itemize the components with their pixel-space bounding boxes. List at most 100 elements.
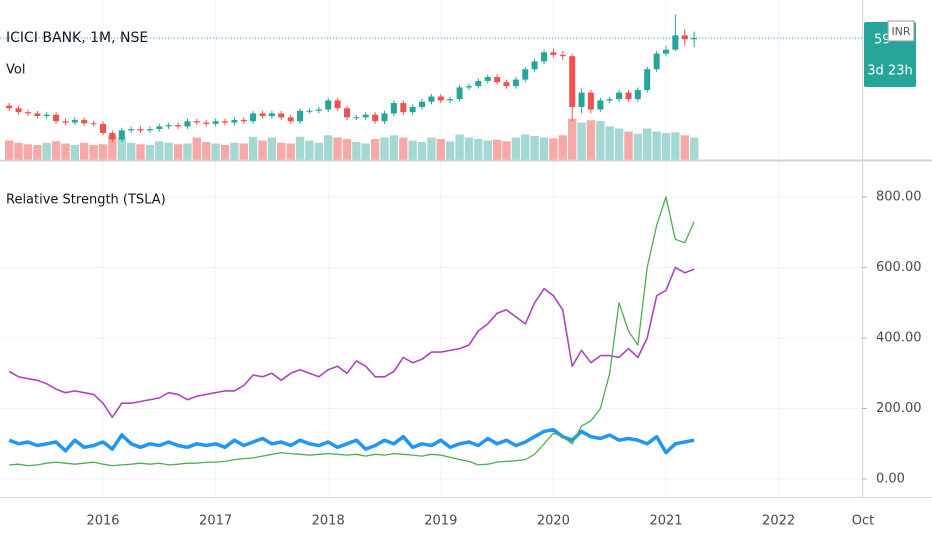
volume-bar: [549, 138, 558, 160]
candle-body: [24, 112, 31, 114]
candle-body: [315, 109, 322, 111]
x-tick-label: 2019: [424, 514, 457, 529]
candle-body: [550, 52, 557, 55]
volume-bar: [389, 135, 399, 160]
volume-bar: [539, 137, 549, 160]
y-tick-label: 400.00: [876, 331, 922, 346]
candle-body: [681, 35, 688, 40]
x-tick-label: 2020: [537, 514, 570, 529]
volume-bar: [126, 142, 136, 160]
volume-bar: [248, 136, 258, 160]
volume-bar: [173, 144, 183, 160]
axes: 2016 2017 2018 2019 2020 2021 2022 Oct 0.00 200.0…: [86, 190, 921, 529]
volume-bar: [239, 143, 248, 160]
candle-body: [353, 117, 360, 119]
volume-bar: [661, 133, 671, 160]
candle-body: [118, 130, 125, 140]
currency-badge: [887, 20, 915, 42]
volume-bar: [267, 137, 277, 160]
volume-bar: [436, 139, 445, 160]
candle-body: [53, 114, 60, 122]
candle-body: [287, 117, 294, 122]
volume-bar: [399, 137, 408, 160]
volume-bar: [79, 142, 89, 160]
x-tick-label: 2016: [86, 514, 119, 529]
candle-body: [221, 121, 228, 123]
candle-body: [475, 80, 482, 87]
volume-bar: [483, 140, 492, 160]
x-tick-label: 2017: [199, 514, 232, 529]
candle-body: [175, 125, 182, 127]
volume-bar: [51, 141, 61, 160]
candle-body: [494, 77, 501, 83]
volume-bar: [61, 143, 70, 160]
candle-body: [250, 113, 257, 122]
x-tick-label: 2018: [312, 514, 345, 529]
candle-body: [456, 87, 463, 100]
candle-body: [156, 126, 163, 130]
candle-body: [569, 56, 576, 107]
volume-bar: [324, 135, 333, 160]
candle-body: [240, 119, 247, 122]
x-tick-label: 2022: [762, 514, 795, 529]
currency-label: INR: [891, 25, 910, 38]
volume-bar: [408, 140, 417, 160]
volume-bar: [492, 139, 502, 160]
candle-body: [62, 121, 69, 123]
volume-bar: [286, 143, 295, 160]
volume-bar: [5, 140, 14, 160]
volume-bar: [295, 136, 305, 160]
candle-body: [231, 119, 238, 123]
price-tag-label: 59: [874, 33, 891, 48]
candle-body: [381, 113, 388, 122]
candle-body: [512, 79, 519, 87]
candle-body: [691, 37, 698, 40]
candle-body: [203, 122, 210, 124]
candle-body: [90, 123, 97, 125]
volume-bar: [624, 131, 633, 160]
candle-body: [616, 92, 623, 100]
countdown: 3d 23h: [867, 64, 912, 79]
x-tick-label: 2021: [649, 514, 682, 529]
candle-body: [597, 100, 604, 110]
candle-body: [344, 108, 351, 118]
volume-bar: [23, 144, 33, 160]
candle-body: [137, 129, 144, 131]
candle-body: [278, 113, 285, 118]
volume-bar: [42, 142, 51, 160]
volume-bar: [70, 145, 80, 160]
y-tick-label: 0.00: [876, 472, 905, 487]
candle-body: [465, 86, 472, 88]
candle-body: [400, 103, 407, 113]
volume-bar: [427, 137, 436, 160]
volume-bar: [277, 142, 286, 160]
y-tick-label: 800.00: [876, 190, 922, 205]
volume-bar: [117, 137, 127, 160]
candle-body: [559, 54, 566, 57]
y-tick-label: 600.00: [876, 260, 922, 275]
volume-bar: [474, 139, 483, 160]
candle-body: [165, 125, 172, 127]
candle-body: [297, 110, 304, 122]
volume-bar: [568, 118, 577, 160]
volume-bar: [577, 122, 586, 160]
candle-body: [193, 121, 200, 123]
candle-body: [71, 119, 78, 123]
candle-body: [128, 129, 135, 131]
candle-body: [306, 110, 313, 112]
indicator-line: [8, 266, 695, 419]
volume-bar: [352, 142, 361, 160]
volume-bar: [464, 137, 474, 160]
volume-label: Vol: [6, 63, 25, 78]
candle-body: [34, 113, 41, 117]
candle-body: [625, 92, 632, 100]
volume-bar: [89, 145, 98, 160]
candle-body: [259, 113, 266, 117]
volume-bar: [370, 139, 380, 160]
candle-body: [268, 113, 275, 117]
volume-bar: [521, 134, 530, 160]
candle-body: [503, 82, 510, 87]
candle-body: [663, 49, 669, 54]
